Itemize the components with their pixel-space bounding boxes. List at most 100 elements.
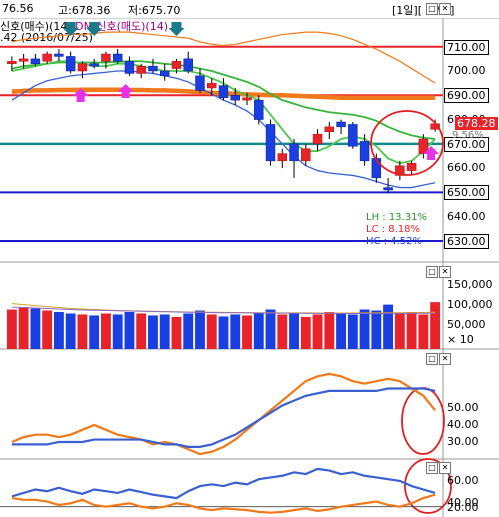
- high-price: 고:678.36: [58, 4, 111, 17]
- candle-up: [395, 165, 405, 176]
- candle-up: [277, 153, 288, 162]
- volume-bar-down: [347, 314, 358, 349]
- volume-ma-line-2: [11, 306, 436, 314]
- range-lc: LC : 8.18%: [366, 224, 421, 235]
- candle-down: [348, 124, 358, 147]
- candle-down: [218, 85, 229, 98]
- vol-axis-tick: × 10: [447, 333, 474, 346]
- buy-signal-label: 신호(매수)(14): [0, 20, 72, 33]
- volume-bar-up: [312, 314, 323, 349]
- volume-bar-down: [336, 313, 347, 349]
- buy-signal-arrow: [72, 88, 89, 102]
- annotation-circle-ind2: [404, 458, 452, 514]
- ind2-axis-tick: 60.00: [447, 474, 479, 487]
- price-axis-tick: 640.00: [447, 209, 486, 223]
- ind2-panel-restore-button[interactable]: □: [426, 462, 438, 474]
- range-lh: LH : 13.31%: [366, 212, 427, 223]
- volume-bar-up: [430, 302, 441, 349]
- vol-axis-tick: 150,000: [447, 278, 493, 291]
- volume-bar-up: [324, 312, 335, 349]
- candle-up: [136, 65, 146, 74]
- sell-signal-arrow: [62, 22, 79, 36]
- volume-bar-up: [242, 315, 252, 349]
- ind1-panel-restore-button[interactable]: □: [426, 353, 438, 365]
- price-axis-tick: 690.00: [444, 88, 489, 104]
- volume-bar-up: [171, 316, 182, 349]
- candle-up: [42, 53, 52, 62]
- volume-bar-up: [418, 314, 429, 349]
- price-axis-tick: 710.00: [444, 39, 489, 55]
- ind1-axis-tick: 30.00: [447, 435, 479, 448]
- volume-bar-up: [277, 314, 288, 349]
- price-header: 76.56 고:678.36 저:675.70 [1일][ 1 / 1]: [0, 0, 499, 19]
- candle-up: [77, 63, 88, 72]
- volume-bar-down: [371, 310, 382, 349]
- ind1-line-orange: [11, 372, 436, 456]
- buy-signal-arrow: [117, 84, 134, 98]
- volume-bar-down: [124, 312, 135, 349]
- volume-bar-up: [136, 313, 147, 349]
- candle-down: [124, 61, 135, 74]
- volume-panel-close-button[interactable]: ✕: [439, 266, 451, 278]
- volume-bar-down: [159, 314, 170, 349]
- ind2-axis-tick: 40.00: [447, 496, 479, 509]
- volume-panel-restore-button[interactable]: □: [426, 266, 438, 278]
- candle-down: [30, 58, 41, 64]
- vol-axis-tick: 100,000: [447, 298, 493, 311]
- price-axis-tick: 650.00: [444, 185, 489, 201]
- bb-upper-band: [11, 31, 436, 84]
- volume-bar-down: [148, 315, 158, 349]
- candle-up: [312, 133, 323, 145]
- ind1-axis-tick: 40.00: [447, 418, 479, 431]
- volume-bar-up: [406, 312, 417, 349]
- price-axis-tick: 660.00: [447, 161, 486, 175]
- range-hc: HC : 4.52%: [366, 236, 422, 247]
- candle-up: [207, 82, 217, 89]
- candle-up: [301, 148, 311, 162]
- candle-down: [54, 53, 64, 57]
- candle-up: [171, 61, 182, 69]
- sell-signal-arrow: [86, 22, 103, 36]
- ind1-panel-close-button[interactable]: ✕: [439, 353, 451, 365]
- volume-bar-up: [18, 307, 29, 349]
- volume-bar-down: [359, 309, 370, 349]
- volume-bar-down: [230, 314, 241, 349]
- candle-down: [195, 75, 205, 91]
- low-price: 저:675.70: [128, 4, 181, 17]
- candle-down: [183, 58, 193, 72]
- annotation-circle-price: [370, 110, 444, 176]
- volume-bar-up: [100, 313, 111, 349]
- page-indicator[interactable]: [1일][ 1 / 1]: [392, 4, 455, 17]
- panel-close-button[interactable]: ✕: [439, 3, 451, 15]
- volume-bar-down: [112, 314, 123, 349]
- candle-up: [7, 61, 17, 64]
- ind2-panel-close-button[interactable]: ✕: [439, 462, 451, 474]
- volume-bar-down: [253, 313, 264, 349]
- candle-down: [359, 141, 370, 162]
- candle-down: [159, 70, 170, 77]
- current-price-tag: 678.28: [455, 117, 498, 130]
- volume-bar-up: [394, 313, 405, 349]
- panel-restore-button[interactable]: □: [426, 3, 438, 15]
- volume-bar-down: [30, 308, 41, 349]
- price-axis-tick: 700.00: [447, 64, 486, 77]
- candle-up: [406, 163, 417, 171]
- volume-bar-down: [289, 313, 299, 349]
- candle-up: [242, 97, 252, 101]
- ind1-axis-tick: 50.00: [447, 401, 479, 414]
- volume-bar-down: [195, 310, 205, 349]
- volume-bar-up: [300, 316, 311, 349]
- candle-down: [112, 53, 123, 62]
- candle-up: [101, 53, 111, 62]
- candle-up: [18, 58, 29, 62]
- ind2-line-blue: [11, 467, 436, 500]
- sell-signal-arrow: [168, 22, 185, 36]
- candle-up: [418, 138, 429, 154]
- volume-bar-down: [89, 315, 100, 349]
- candle-down: [254, 99, 264, 120]
- candle-down: [265, 124, 276, 162]
- candle-down: [336, 121, 346, 128]
- volume-bar-down: [183, 313, 194, 349]
